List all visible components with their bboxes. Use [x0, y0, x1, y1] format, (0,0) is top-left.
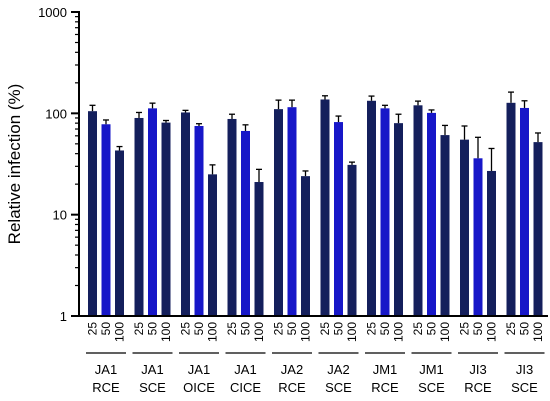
x-tick-label: 100 [345, 322, 359, 342]
x-tick-label: 25 [318, 322, 332, 336]
y-tick-label: 1 [60, 309, 67, 324]
group-label-line2: OICE [183, 380, 215, 395]
group-label-line2: RCE [278, 380, 306, 395]
x-tick-label: 50 [471, 322, 485, 336]
bar [227, 118, 237, 316]
x-tick-label: 100 [438, 322, 452, 342]
y-axis-label: Relative infection (%) [5, 84, 24, 245]
bar [506, 102, 516, 316]
x-tick-label: 100 [252, 322, 266, 342]
x-tick-label: 100 [113, 322, 127, 342]
group-label-line1: JA1 [188, 362, 210, 377]
x-tick-label: 25 [411, 322, 425, 336]
group-label-line1: JI3 [516, 362, 533, 377]
group-label-line2: RCE [371, 380, 399, 395]
bar [320, 99, 330, 317]
bar [427, 112, 436, 316]
group-label-line2: SCE [325, 380, 352, 395]
bar [380, 108, 390, 316]
bar [88, 111, 97, 316]
bar [347, 164, 357, 316]
x-tick-label: 50 [332, 322, 346, 336]
bar [134, 117, 144, 316]
bar [194, 125, 204, 316]
x-tick-label: 25 [86, 322, 100, 336]
x-tick-label: 50 [378, 322, 392, 336]
x-tick-label: 100 [159, 322, 173, 342]
group-label-line1: JA1 [95, 362, 117, 377]
bar [301, 176, 310, 316]
bar [115, 150, 124, 316]
bar [148, 108, 157, 316]
y-axis: 1 10 100 1000 [38, 5, 80, 324]
x-tick-label: 50 [518, 322, 532, 336]
bar [181, 112, 190, 316]
x-tick-label: 25 [272, 322, 286, 336]
group-label-line1: JI3 [469, 362, 486, 377]
x-tick-label: 100 [485, 322, 499, 342]
bar [254, 182, 264, 316]
group-label-line1: JA1 [234, 362, 256, 377]
group-label-line1: JA1 [141, 362, 163, 377]
x-tick-label: 25 [458, 322, 472, 336]
group-label-line2: SCE [139, 380, 166, 395]
bar [394, 123, 403, 316]
x-tick-label: 50 [285, 322, 299, 336]
x-tick-label: 25 [132, 322, 146, 336]
x-tick-label: 50 [146, 322, 160, 336]
group-label-line2: SCE [418, 380, 445, 395]
bars [88, 91, 543, 317]
group-label-line2: CICE [230, 380, 261, 395]
y-tick-label: 1000 [38, 5, 67, 20]
x-tick-label: 50 [192, 322, 206, 336]
x-tick-label: 25 [365, 322, 379, 336]
group-label-line2: SCE [511, 380, 538, 395]
x-tick-label: 100 [299, 322, 313, 342]
group-label-line1: JA2 [281, 362, 303, 377]
bar [367, 100, 376, 316]
y-tick-label: 10 [53, 208, 67, 223]
bar [241, 130, 250, 316]
bar [473, 158, 483, 316]
x-tick-label: 100 [531, 322, 545, 342]
group-label-line1: JA2 [327, 362, 349, 377]
bar [101, 124, 111, 316]
bar [287, 107, 297, 316]
y-tick-label: 100 [45, 106, 67, 121]
x-tick-label: 100 [206, 322, 220, 342]
bar [208, 174, 217, 316]
x-tick-label: 25 [225, 322, 239, 336]
bar [533, 142, 543, 316]
bar [487, 170, 496, 316]
x-tick-label: 50 [99, 322, 113, 336]
group-label-line1: JM1 [373, 362, 398, 377]
bar [440, 135, 450, 316]
bar [413, 105, 423, 316]
bar [161, 122, 171, 317]
x-tick-label: 25 [179, 322, 193, 336]
group-label-line1: JM1 [419, 362, 444, 377]
x-tick-label: 100 [392, 322, 406, 342]
bar [460, 139, 469, 316]
bar [274, 109, 283, 316]
x-tick-label: 50 [239, 322, 253, 336]
bar [520, 107, 529, 317]
group-label-line2: RCE [92, 380, 120, 395]
group-label-line2: RCE [464, 380, 492, 395]
x-tick-label: 50 [425, 322, 439, 336]
x-tick-label: 25 [504, 322, 518, 336]
bar [334, 122, 343, 316]
